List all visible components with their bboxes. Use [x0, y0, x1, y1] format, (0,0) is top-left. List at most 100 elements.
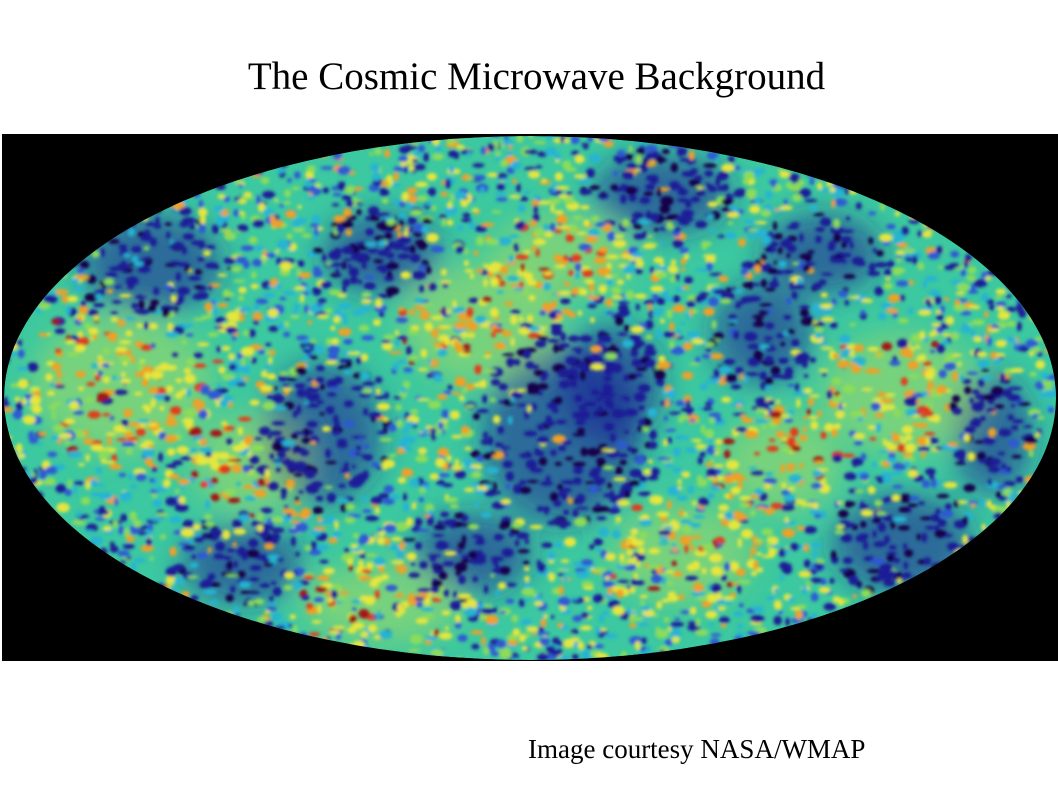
sky-speckle [308, 632, 321, 637]
sky-speckle [89, 479, 99, 486]
sky-speckle [412, 270, 427, 280]
sky-speckle [191, 554, 197, 560]
sky-speckle [487, 272, 494, 278]
sky-speckle [943, 481, 958, 489]
sky-speckle [914, 444, 921, 448]
sky-speckle [137, 265, 151, 273]
sky-speckle [883, 579, 896, 587]
sky-speckle [578, 243, 592, 251]
sky-speckle [618, 453, 629, 458]
sky-speckle [388, 453, 397, 458]
sky-speckle [443, 551, 457, 556]
sky-speckle [821, 217, 829, 224]
sky-speckle [261, 370, 268, 378]
sky-speckle [644, 563, 649, 568]
sky-speckle [181, 339, 188, 345]
sky-speckle [143, 245, 150, 251]
sky-speckle [673, 572, 678, 577]
sky-speckle [888, 293, 900, 303]
sky-speckle [67, 351, 79, 357]
sky-speckle [477, 603, 485, 609]
sky-speckle [629, 586, 636, 594]
sky-speckle [899, 347, 913, 357]
sky-speckle [293, 431, 307, 435]
sky-speckle [56, 370, 63, 379]
sky-speckle [399, 542, 405, 552]
sky-speckle [319, 559, 329, 564]
sky-speckle [1022, 442, 1036, 451]
sky-speckle [561, 492, 568, 501]
sky-speckle [750, 614, 765, 623]
sky-speckle [1016, 321, 1022, 332]
sky-speckle [560, 298, 571, 305]
sky-speckle [12, 409, 23, 420]
sky-speckle [679, 247, 689, 254]
sky-speckle [764, 355, 774, 364]
sky-speckle [591, 215, 600, 223]
sky-speckle [651, 312, 663, 316]
sky-speckle [377, 249, 389, 257]
sky-speckle [217, 273, 227, 277]
sky-speckle [485, 614, 499, 625]
sky-speckle [359, 372, 371, 380]
sky-speckle [909, 495, 920, 501]
sky-speckle [765, 377, 774, 386]
sky-speckle [294, 501, 302, 505]
sky-speckle [432, 533, 445, 538]
sky-speckle [454, 621, 462, 629]
sky-speckle [563, 282, 571, 287]
sky-speckle [648, 441, 658, 450]
sky-speckle [495, 590, 500, 596]
sky-speckle [704, 256, 717, 263]
sky-speckle [730, 592, 736, 598]
sky-speckle [994, 357, 1002, 365]
sky-speckle [639, 594, 648, 599]
sky-speckle [750, 546, 757, 555]
sky-speckle [507, 275, 519, 282]
sky-speckle [668, 411, 682, 415]
sky-speckle [252, 312, 263, 321]
sky-speckle [627, 373, 637, 380]
sky-speckle [49, 383, 57, 387]
sky-speckle [326, 597, 333, 603]
sky-speckle [876, 391, 888, 397]
sky-speckle [635, 455, 645, 466]
sky-speckle [123, 408, 133, 418]
sky-speckle [520, 263, 525, 272]
sky-speckle [178, 496, 186, 505]
sky-speckle [649, 495, 664, 505]
sky-speckle [415, 542, 422, 550]
sky-speckle [17, 378, 29, 389]
sky-speckle [403, 230, 409, 238]
sky-speckle [376, 430, 388, 435]
sky-speckle [448, 150, 459, 158]
sky-speckle [641, 637, 647, 645]
sky-speckle [840, 259, 848, 264]
sky-speckle [700, 424, 706, 435]
sky-speckle [589, 153, 601, 164]
sky-speckle [180, 456, 193, 461]
sky-speckle [659, 379, 665, 387]
sky-speckle [798, 463, 805, 468]
sky-speckle [602, 365, 616, 374]
sky-speckle [658, 154, 663, 165]
sky-speckle [458, 574, 466, 585]
sky-speckle [102, 450, 112, 456]
sky-speckle [524, 575, 530, 583]
sky-speckle [788, 597, 795, 602]
sky-speckle [786, 463, 796, 472]
sky-speckle [876, 250, 884, 257]
sky-speckle [362, 388, 374, 394]
sky-speckle [861, 387, 873, 392]
sky-speckle [653, 256, 664, 264]
sky-speckle [813, 333, 824, 339]
sky-speckle [896, 443, 907, 452]
sky-speckle [112, 519, 118, 529]
sky-speckle [836, 501, 843, 505]
sky-speckle [852, 457, 858, 468]
sky-speckle [903, 561, 909, 570]
sky-speckle [655, 365, 660, 370]
sky-speckle [717, 542, 723, 548]
sky-speckle [338, 328, 352, 336]
sky-speckle [737, 537, 742, 548]
